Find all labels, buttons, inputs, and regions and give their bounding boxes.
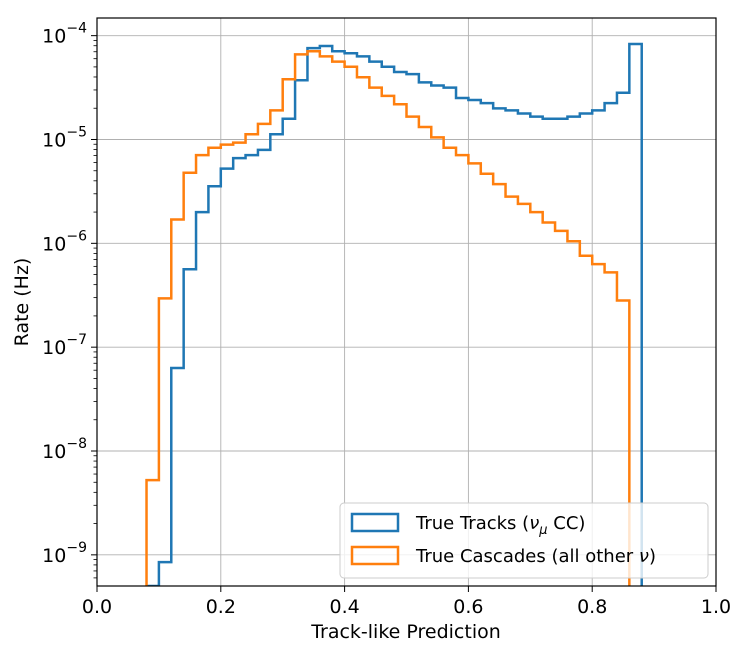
x-tick-label: 0.4 [329, 596, 359, 618]
y-tick-label: 10−5 [42, 124, 87, 151]
grid [96, 18, 717, 586]
plot-frame [96, 17, 717, 587]
legend-swatch-tracks [350, 512, 400, 533]
axis-tick-labels: 0.0 0.2 0.4 0.6 0.8 1.0 10−9 10−8 10−7 10−6 10−5 10… [42, 21, 731, 618]
x-tick-label: 1.0 [701, 596, 731, 618]
legend-swatch-cascades [350, 545, 400, 566]
y-axis-label: Rate (Hz) [11, 258, 33, 347]
x-tick-label: 0.0 [82, 596, 112, 618]
series-cascades-line [145, 49, 631, 586]
y-tick-label: 10−7 [42, 332, 87, 359]
y-tick-label: 10−8 [42, 436, 87, 463]
legend-label-cascades: True Cascades (all other ν) [415, 546, 656, 567]
x-tick-label: 0.2 [206, 596, 236, 618]
x-tick-label: 0.6 [453, 596, 483, 618]
series-tracks-line [146, 42, 643, 586]
y-tick-label: 10−9 [42, 540, 87, 567]
y-tick-label: 10−4 [42, 21, 87, 48]
x-axis-label: Track-like Prediction [310, 621, 501, 643]
axis-ticks [91, 35, 717, 592]
legend: True Tracks (νμ CC) True Cascades (all o… [339, 502, 709, 579]
legend-frame [339, 502, 709, 579]
series-group [145, 42, 643, 586]
y-tick-label: 10−6 [42, 228, 87, 255]
legend-label-tracks: True Tracks (νμ CC) [415, 513, 585, 538]
x-tick-label: 0.8 [577, 596, 607, 618]
